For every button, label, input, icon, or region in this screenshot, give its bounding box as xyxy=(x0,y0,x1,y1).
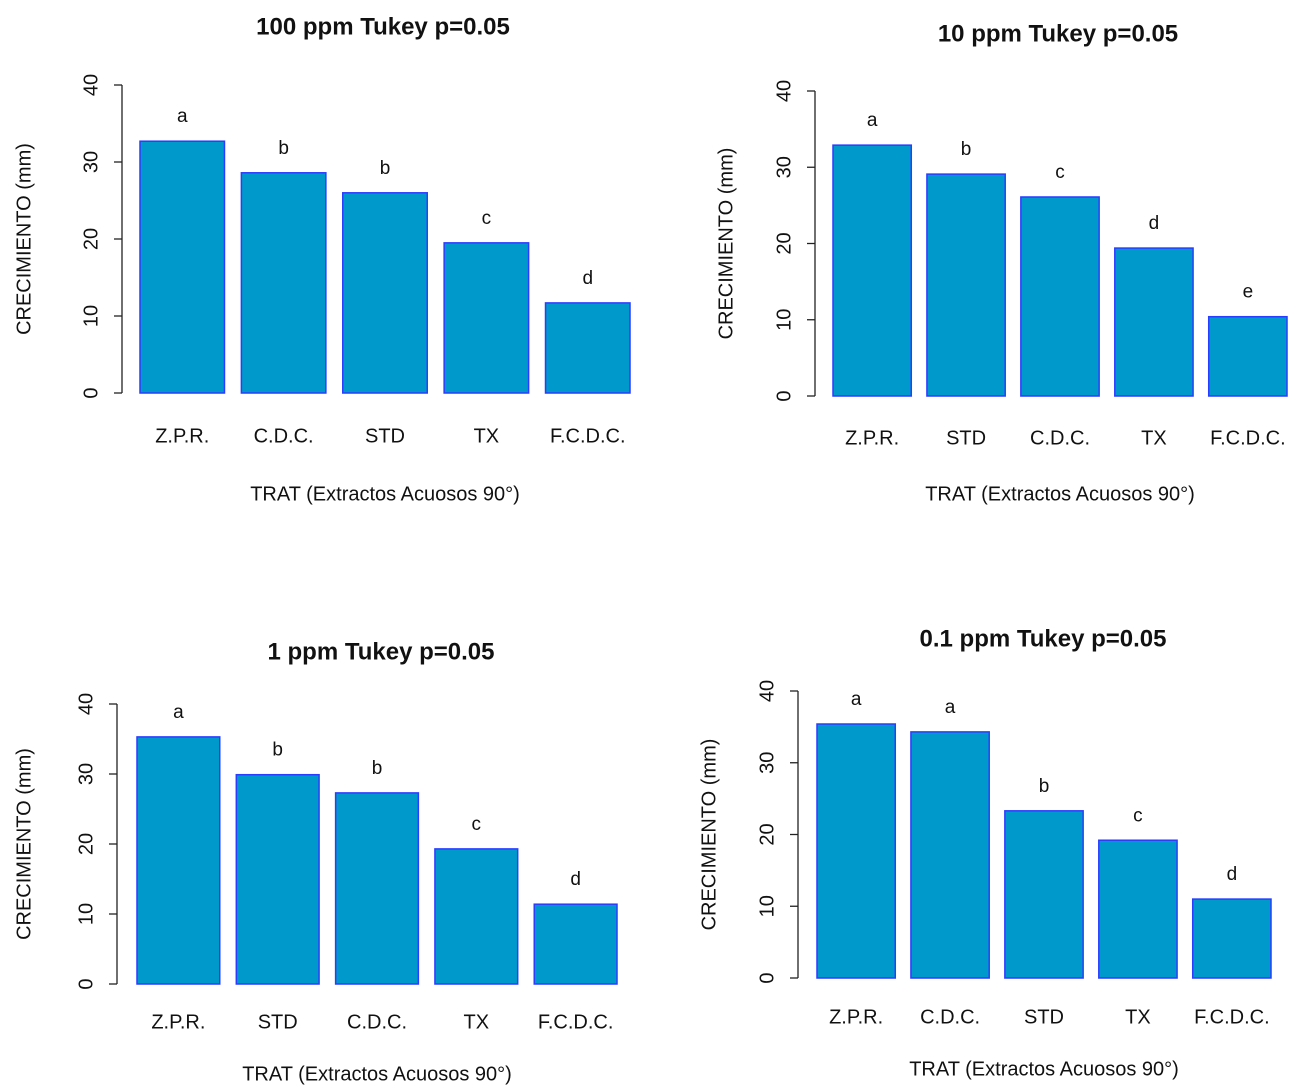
x-tick-label: C.D.C. xyxy=(1030,427,1090,449)
x-axis-label: TRAT (Extractos Acuosos 90°) xyxy=(925,483,1195,505)
y-tick-label: 40 xyxy=(80,74,102,96)
y-axis-label: CRECIMIENTO (mm) xyxy=(13,748,35,940)
chart-title: 100 ppm Tukey p=0.05 xyxy=(256,13,510,40)
x-tick-label: F.C.D.C. xyxy=(1210,427,1286,449)
bar-annotation: b xyxy=(380,158,391,179)
y-tick-label: 10 xyxy=(773,309,795,331)
bar-annotation: b xyxy=(1039,776,1050,797)
y-tick-label: 20 xyxy=(773,232,795,254)
chart-title: 1 ppm Tukey p=0.05 xyxy=(268,638,495,665)
bar-annotation: e xyxy=(1243,282,1254,303)
y-tick-label: 40 xyxy=(756,680,778,702)
bar-annotation: c xyxy=(482,208,492,229)
y-tick-label: 20 xyxy=(756,823,778,845)
bar xyxy=(1098,839,1178,979)
bar xyxy=(1191,898,1272,979)
bar xyxy=(235,773,320,985)
bar-annotation: c xyxy=(472,814,482,835)
bar xyxy=(1114,247,1194,397)
bar-annotation: a xyxy=(945,697,956,718)
x-tick-label: TX xyxy=(464,1011,490,1033)
y-tick-label: 10 xyxy=(75,903,97,925)
bar xyxy=(136,736,221,985)
y-axis-label: CRECIMIENTO (mm) xyxy=(715,148,737,340)
y-tick-label: 0 xyxy=(773,390,795,401)
x-tick-label: F.C.D.C. xyxy=(1194,1006,1270,1028)
bar xyxy=(544,302,631,394)
x-tick-label: Z.P.R. xyxy=(151,1011,205,1033)
x-tick-label: TX xyxy=(474,425,500,447)
bar-annotation: d xyxy=(1149,213,1160,234)
bar-annotation: d xyxy=(1227,864,1238,885)
x-tick-label: F.C.D.C. xyxy=(550,425,626,447)
bar-annotation: a xyxy=(867,110,878,131)
x-tick-label: C.D.C. xyxy=(347,1011,407,1033)
bar-annotation: d xyxy=(582,268,593,289)
y-tick-label: 0 xyxy=(80,387,102,398)
y-tick-label: 0 xyxy=(756,972,778,983)
y-tick-label: 20 xyxy=(75,833,97,855)
y-tick-label: 0 xyxy=(75,978,97,989)
bar xyxy=(926,173,1006,397)
bar xyxy=(139,140,226,394)
bar-annotation: c xyxy=(1133,805,1143,826)
y-tick-label: 20 xyxy=(80,228,102,250)
y-axis-label: CRECIMIENTO (mm) xyxy=(698,739,720,931)
y-tick-label: 30 xyxy=(80,151,102,173)
x-tick-label: C.D.C. xyxy=(920,1006,980,1028)
y-tick-label: 10 xyxy=(80,305,102,327)
bar xyxy=(342,192,428,394)
x-tick-label: TX xyxy=(1125,1006,1151,1028)
x-tick-label: Z.P.R. xyxy=(155,425,209,447)
bar-annotation: a xyxy=(177,106,188,127)
bar-annotation: d xyxy=(570,869,581,890)
x-tick-label: STD xyxy=(946,427,986,449)
x-tick-label: Z.P.R. xyxy=(829,1006,883,1028)
x-tick-label: STD xyxy=(1024,1006,1064,1028)
bar xyxy=(832,144,913,397)
y-tick-label: 40 xyxy=(773,80,795,102)
bar xyxy=(1020,196,1100,397)
y-tick-label: 30 xyxy=(75,763,97,785)
chart-title: 10 ppm Tukey p=0.05 xyxy=(938,20,1178,47)
x-tick-label: STD xyxy=(365,425,405,447)
x-axis-label: TRAT (Extractos Acuosos 90°) xyxy=(909,1058,1179,1080)
bar-annotation: b xyxy=(372,758,383,779)
y-tick-label: 10 xyxy=(756,895,778,917)
bar xyxy=(240,172,327,394)
x-tick-label: C.D.C. xyxy=(254,425,314,447)
x-tick-label: F.C.D.C. xyxy=(538,1011,614,1033)
y-tick-label: 30 xyxy=(773,156,795,178)
x-tick-label: Z.P.R. xyxy=(845,427,899,449)
bar xyxy=(334,792,420,985)
bar-annotation: b xyxy=(272,740,283,761)
x-axis-label: TRAT (Extractos Acuosos 90°) xyxy=(242,1063,512,1085)
bar xyxy=(443,242,530,394)
bar-annotation: b xyxy=(961,139,972,160)
bar-annotation: b xyxy=(278,138,289,159)
chart-title: 0.1 ppm Tukey p=0.05 xyxy=(920,625,1167,652)
x-tick-label: STD xyxy=(258,1011,298,1033)
bar xyxy=(533,903,618,985)
bar-annotation: a xyxy=(173,702,184,723)
bar-annotation: a xyxy=(851,689,862,710)
bar xyxy=(910,731,990,979)
y-axis-label: CRECIMIENTO (mm) xyxy=(13,143,35,335)
x-axis-label: TRAT (Extractos Acuosos 90°) xyxy=(250,483,520,505)
y-tick-label: 40 xyxy=(75,693,97,715)
bar xyxy=(1004,810,1084,979)
bar-annotation: c xyxy=(1055,162,1065,183)
bar xyxy=(434,848,519,985)
bar xyxy=(1207,315,1288,397)
x-tick-label: TX xyxy=(1141,427,1167,449)
y-tick-label: 30 xyxy=(756,752,778,774)
bar xyxy=(816,723,897,979)
